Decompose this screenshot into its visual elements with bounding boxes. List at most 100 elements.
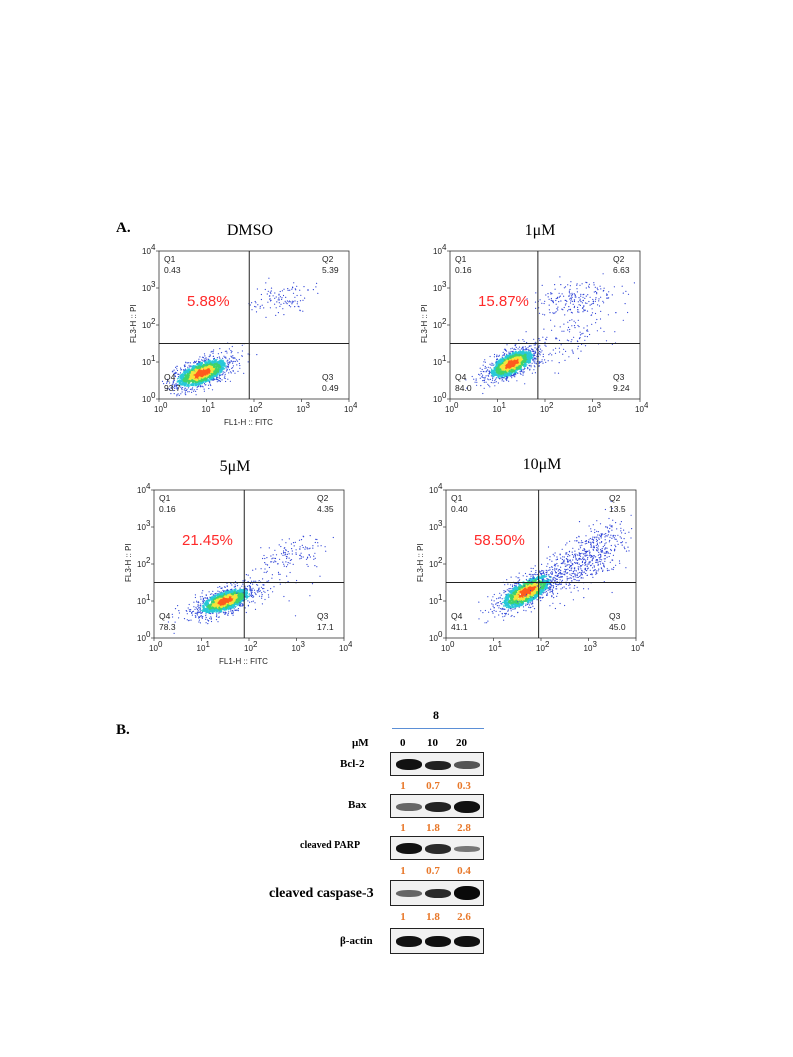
y-tick-label: 10 <box>429 560 438 569</box>
quadrant-name: Q1 <box>164 254 176 264</box>
y-tick-exponent: 3 <box>442 280 447 289</box>
y-tick-exponent: 2 <box>146 556 151 565</box>
flow-plot-5um: 10 0 10 0 10 1 10 1 10 2 10 2 10 3 10 3 10 4 10 4 FL3-H :: P… <box>122 482 352 672</box>
x-tick-label: 10 <box>297 405 306 414</box>
quadrant-name: Q2 <box>613 254 625 264</box>
y-tick-exponent: 3 <box>151 280 156 289</box>
x-tick-label: 10 <box>154 405 163 414</box>
quant-value: 1 <box>400 865 406 877</box>
band <box>396 843 422 854</box>
quadrant-name: Q3 <box>613 372 625 382</box>
x-tick-label: 10 <box>339 644 348 653</box>
plot-frame <box>449 250 641 400</box>
x-tick-label: 10 <box>244 644 253 653</box>
y-tick-exponent: 1 <box>151 354 156 363</box>
quant-value: 0.3 <box>457 780 471 792</box>
band <box>454 801 480 813</box>
quant-value: 0.7 <box>426 865 440 877</box>
y-tick-label: 10 <box>142 284 151 293</box>
quadrant-value: 0.49 <box>322 383 339 393</box>
band <box>425 936 451 947</box>
x-tick-label: 10 <box>540 405 549 414</box>
x-tick-exponent: 2 <box>258 401 263 410</box>
flow-plot-1um: 10 0 10 0 10 1 10 1 10 2 10 2 10 3 10 3 10 4 10 4 FL3-H :: P… <box>418 243 648 433</box>
y-tick-label: 10 <box>429 634 438 643</box>
quadrant-value: 4.35 <box>317 504 334 514</box>
x-tick-label: 10 <box>584 644 593 653</box>
protein-label-cleaved-parp: cleaved PARP <box>300 840 361 851</box>
y-tick-label: 10 <box>433 247 442 256</box>
quadrant-name: Q3 <box>609 611 621 621</box>
y-tick-label: 10 <box>429 523 438 532</box>
y-axis-label: FL3-H :: PI <box>416 543 425 582</box>
y-tick-label: 10 <box>433 284 442 293</box>
x-tick-exponent: 3 <box>597 401 602 410</box>
quadrant-value: 6.63 <box>613 265 630 275</box>
quadrant-value: 13.5 <box>609 504 626 514</box>
y-tick-exponent: 0 <box>442 391 447 400</box>
band <box>396 890 422 897</box>
x-tick-label: 10 <box>249 405 258 414</box>
y-tick-label: 10 <box>142 321 151 330</box>
blot-bax <box>390 794 484 818</box>
x-tick-label: 10 <box>635 405 644 414</box>
event-dots <box>478 500 633 624</box>
x-tick-exponent: 3 <box>301 640 306 649</box>
y-tick-exponent: 4 <box>151 243 156 252</box>
y-tick-label: 10 <box>142 247 151 256</box>
x-tick-exponent: 2 <box>549 401 554 410</box>
quadrant-value: 78.3 <box>159 622 176 632</box>
x-tick-exponent: 3 <box>306 401 311 410</box>
band <box>425 761 451 770</box>
dose-label: 0 <box>400 737 406 749</box>
band <box>425 844 451 854</box>
band <box>396 803 422 811</box>
quant-value: 0.4 <box>457 865 471 877</box>
x-tick-label: 10 <box>489 644 498 653</box>
dose-label: 20 <box>456 737 467 749</box>
quadrant-value: 0.16 <box>455 265 472 275</box>
apoptosis-percent: 58.50% <box>474 532 525 549</box>
y-tick-exponent: 2 <box>151 317 156 326</box>
x-tick-exponent: 2 <box>545 640 550 649</box>
quant-value: 2.6 <box>457 911 471 923</box>
panel-a-label: A. <box>116 220 131 236</box>
blot-bcl2 <box>390 752 484 776</box>
quadrant-value: 41.1 <box>451 622 468 632</box>
quadrant-name: Q1 <box>451 493 463 503</box>
y-tick-label: 10 <box>137 560 146 569</box>
y-tick-exponent: 4 <box>146 482 151 491</box>
x-tick-label: 10 <box>631 644 640 653</box>
x-tick-exponent: 0 <box>158 640 163 649</box>
plot-title-5um: 5μM <box>219 458 251 475</box>
y-tick-label: 10 <box>429 597 438 606</box>
y-tick-label: 10 <box>433 321 442 330</box>
x-tick-label: 10 <box>344 405 353 414</box>
quadrant-value: 84.0 <box>455 383 472 393</box>
quadrant-name: Q3 <box>317 611 329 621</box>
blot-cleaved-caspase3 <box>390 880 484 906</box>
quadrant-name: Q1 <box>455 254 467 264</box>
blot-cleaved-parp <box>390 836 484 860</box>
flow-plot-dmso: 10 0 10 0 10 1 10 1 10 2 10 2 10 3 10 3 10 4 10 4 FL3-H :: P… <box>127 243 357 433</box>
x-tick-exponent: 2 <box>253 640 258 649</box>
quadrant-name: Q4 <box>451 611 463 621</box>
quadrant-name: Q2 <box>609 493 621 503</box>
quant-value: 0.7 <box>426 780 440 792</box>
y-tick-label: 10 <box>142 395 151 404</box>
quadrant-name: Q1 <box>159 493 171 503</box>
x-tick-label: 10 <box>536 644 545 653</box>
quadrant-name: Q2 <box>322 254 334 264</box>
y-tick-label: 10 <box>433 395 442 404</box>
plot-title-dmso: DMSO <box>226 222 274 239</box>
dose-label: 10 <box>427 737 438 749</box>
quadrant-value: 93.7 <box>164 383 181 393</box>
y-tick-exponent: 2 <box>438 556 443 565</box>
x-tick-exponent: 0 <box>163 401 168 410</box>
y-tick-exponent: 0 <box>438 630 443 639</box>
apoptosis-percent: 15.87% <box>478 293 529 310</box>
y-tick-exponent: 1 <box>442 354 447 363</box>
y-tick-exponent: 4 <box>438 482 443 491</box>
x-tick-exponent: 4 <box>644 401 648 410</box>
event-dots <box>161 277 319 397</box>
